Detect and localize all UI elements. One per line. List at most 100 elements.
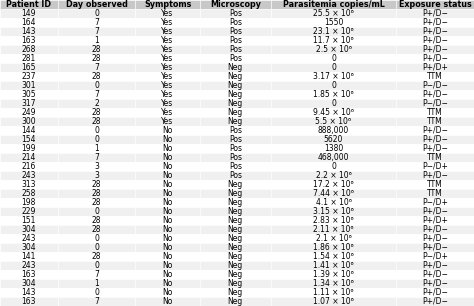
- Text: Pos: Pos: [229, 36, 242, 45]
- Bar: [0, 234, 57, 243]
- Bar: [200, 72, 271, 81]
- Text: P+/D−: P+/D−: [422, 90, 448, 99]
- Bar: [136, 99, 200, 108]
- Bar: [57, 117, 136, 126]
- Text: Yes: Yes: [162, 90, 173, 99]
- Bar: [136, 297, 200, 306]
- Bar: [200, 225, 271, 234]
- Text: 1.41 × 10⁶: 1.41 × 10⁶: [313, 261, 354, 270]
- Bar: [271, 153, 396, 162]
- Text: 313: 313: [21, 180, 36, 189]
- Bar: [396, 288, 474, 297]
- Text: 7: 7: [94, 297, 99, 306]
- Text: Yes: Yes: [162, 108, 173, 117]
- Text: P+/D−: P+/D−: [422, 270, 448, 279]
- Text: 141: 141: [22, 252, 36, 261]
- Bar: [396, 162, 474, 171]
- Text: Neg: Neg: [228, 90, 243, 99]
- Bar: [136, 153, 200, 162]
- Text: 143: 143: [21, 27, 36, 36]
- Bar: [57, 108, 136, 117]
- Text: P+/D−: P+/D−: [422, 135, 448, 144]
- Bar: [200, 108, 271, 117]
- Text: 0: 0: [331, 99, 336, 108]
- Bar: [136, 162, 200, 171]
- Bar: [0, 261, 57, 270]
- Bar: [136, 189, 200, 198]
- Text: 4.1 × 10⁶: 4.1 × 10⁶: [316, 198, 351, 207]
- Text: 5620: 5620: [324, 135, 343, 144]
- Bar: [271, 54, 396, 63]
- Bar: [200, 153, 271, 162]
- Text: 2: 2: [94, 99, 99, 108]
- Text: Neg: Neg: [228, 252, 243, 261]
- Bar: [396, 144, 474, 153]
- Bar: [396, 81, 474, 90]
- Bar: [200, 207, 271, 216]
- Bar: [396, 36, 474, 45]
- Text: 1380: 1380: [324, 144, 343, 153]
- Text: 1550: 1550: [324, 18, 343, 27]
- Bar: [200, 297, 271, 306]
- Bar: [271, 189, 396, 198]
- Text: 1: 1: [94, 36, 99, 45]
- Bar: [0, 45, 57, 54]
- Text: 23.1 × 10⁶: 23.1 × 10⁶: [313, 27, 354, 36]
- Text: Neg: Neg: [228, 198, 243, 207]
- Bar: [200, 162, 271, 171]
- Bar: [271, 126, 396, 135]
- Text: 216: 216: [22, 162, 36, 171]
- Text: Neg: Neg: [228, 270, 243, 279]
- Text: 0: 0: [94, 207, 99, 216]
- Bar: [271, 252, 396, 261]
- Text: 281: 281: [22, 54, 36, 63]
- Text: 1.11 × 10⁶: 1.11 × 10⁶: [313, 288, 354, 297]
- Text: Neg: Neg: [228, 108, 243, 117]
- Bar: [396, 297, 474, 306]
- Text: No: No: [163, 180, 173, 189]
- Text: No: No: [163, 225, 173, 234]
- Bar: [271, 207, 396, 216]
- Text: 3: 3: [94, 171, 99, 180]
- Bar: [0, 180, 57, 189]
- Bar: [136, 27, 200, 36]
- Bar: [271, 180, 396, 189]
- Bar: [200, 171, 271, 180]
- Bar: [200, 54, 271, 63]
- Bar: [396, 225, 474, 234]
- Bar: [200, 144, 271, 153]
- Bar: [136, 288, 200, 297]
- Bar: [0, 72, 57, 81]
- Text: 0: 0: [331, 63, 336, 72]
- Text: P−/D+: P−/D+: [422, 162, 448, 171]
- Text: Pos: Pos: [229, 54, 242, 63]
- Bar: [271, 18, 396, 27]
- Text: 243: 243: [21, 171, 36, 180]
- Bar: [396, 261, 474, 270]
- Text: Symptoms: Symptoms: [144, 0, 191, 9]
- Text: Pos: Pos: [229, 171, 242, 180]
- Bar: [200, 252, 271, 261]
- Text: Neg: Neg: [228, 225, 243, 234]
- Bar: [396, 270, 474, 279]
- Bar: [57, 189, 136, 198]
- Text: Day observed: Day observed: [65, 0, 128, 9]
- Bar: [396, 189, 474, 198]
- Bar: [57, 144, 136, 153]
- Bar: [0, 27, 57, 36]
- Bar: [396, 27, 474, 36]
- Bar: [57, 27, 136, 36]
- Bar: [136, 252, 200, 261]
- Text: Patient ID: Patient ID: [6, 0, 51, 9]
- Text: 0: 0: [331, 54, 336, 63]
- Bar: [136, 9, 200, 18]
- Text: Yes: Yes: [162, 45, 173, 54]
- Text: 304: 304: [21, 225, 36, 234]
- Bar: [57, 288, 136, 297]
- Bar: [0, 243, 57, 252]
- Text: 0: 0: [94, 135, 99, 144]
- Bar: [271, 297, 396, 306]
- Text: 163: 163: [21, 297, 36, 306]
- Text: 1: 1: [94, 279, 99, 288]
- Text: P+/D−: P+/D−: [422, 27, 448, 36]
